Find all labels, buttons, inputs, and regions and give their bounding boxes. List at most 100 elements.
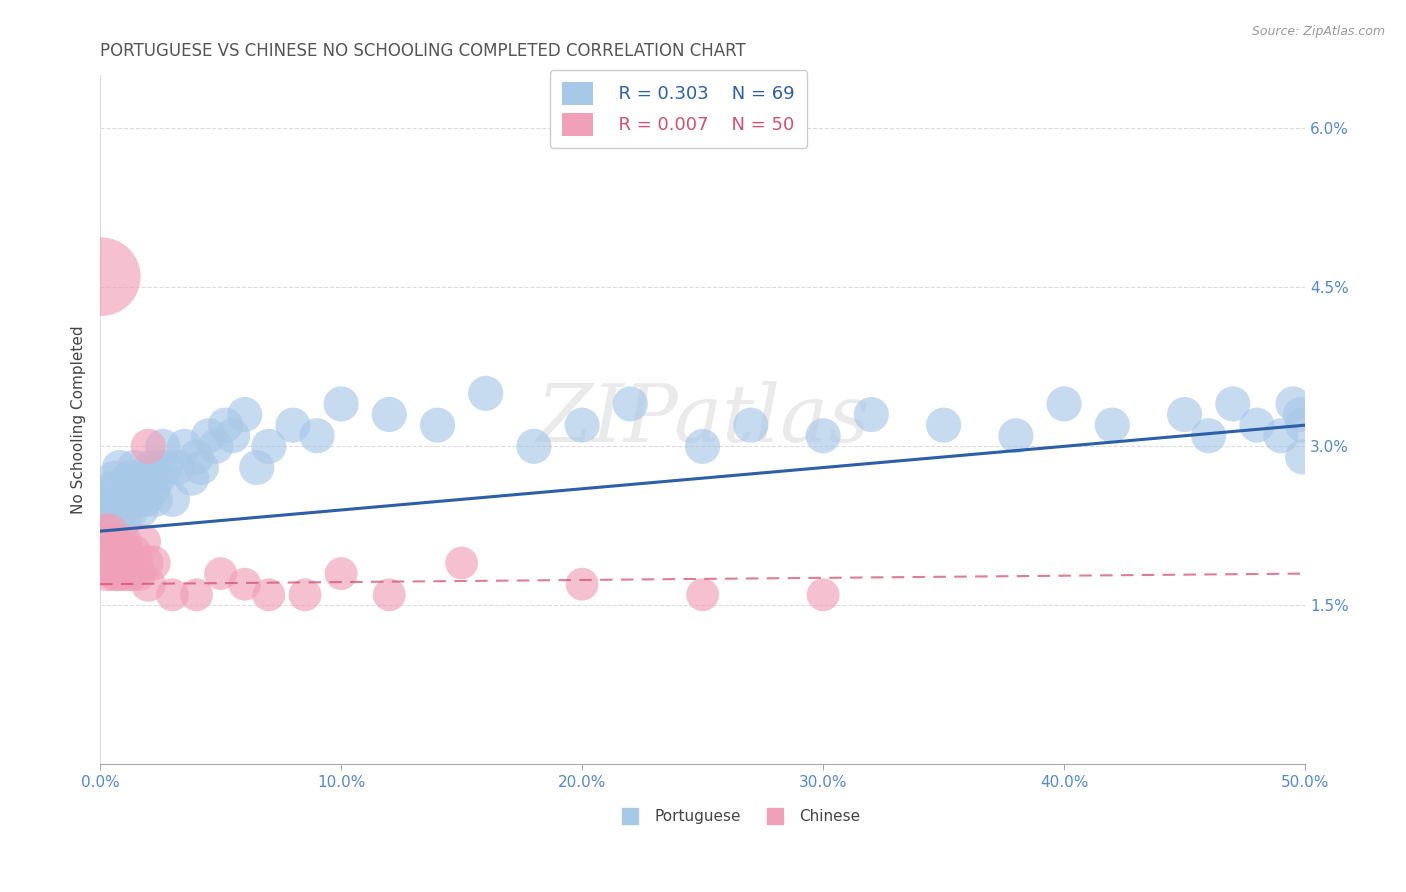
Point [932,418,955,433]
Point [94,556,117,570]
Point [378,408,401,422]
Point [1101,418,1123,433]
Point [197,428,219,442]
Point [294,588,316,602]
Point [1289,408,1312,422]
Point [209,566,232,581]
Point [246,460,269,475]
Point [186,588,208,602]
Point [120,566,142,581]
Point [115,545,138,559]
Point [122,545,145,559]
Point [115,492,138,507]
Point [281,418,304,433]
Point [96,514,118,528]
Point [136,577,159,591]
Point [98,524,121,538]
Point [142,482,165,496]
Point [103,545,125,559]
Point [214,418,236,433]
Point [149,460,172,475]
Point [811,588,834,602]
Point [180,471,202,485]
Point [105,534,128,549]
Point [122,460,145,475]
Point [91,556,114,570]
Point [811,428,834,442]
Point [98,556,121,570]
Point [105,556,128,570]
Point [111,545,134,559]
Point [98,482,121,496]
Point [257,439,280,453]
Point [118,556,141,570]
Point [112,556,135,570]
Point [101,545,124,559]
Point [112,482,135,496]
Point [1222,397,1244,411]
Point [105,566,128,581]
Point [571,418,593,433]
Y-axis label: No Schooling Completed: No Schooling Completed [72,326,86,514]
Point [98,545,121,559]
Point [146,471,169,485]
Legend:   R = 0.303    N = 69,   R = 0.007    N = 50: R = 0.303 N = 69, R = 0.007 N = 50 [550,70,807,148]
Point [111,566,134,581]
Point [139,460,162,475]
Point [1246,418,1268,433]
Text: Source: ZipAtlas.com: Source: ZipAtlas.com [1251,25,1385,38]
Point [125,556,148,570]
Text: Portuguese: Portuguese [654,809,741,823]
Point [426,418,449,433]
Point [108,545,131,559]
Point [305,428,328,442]
Point [135,492,157,507]
Point [1174,408,1197,422]
Point [153,460,176,475]
Point [1292,450,1315,464]
Point [330,566,353,581]
Point [96,566,118,581]
Point [103,566,125,581]
Point [190,460,212,475]
Point [257,588,280,602]
Point [330,397,353,411]
Point [103,471,125,485]
Point [136,471,159,485]
Point [378,588,401,602]
Point [135,556,157,570]
Point [523,439,546,453]
Point [571,577,593,591]
Point [96,534,118,549]
Point [128,566,150,581]
Point [204,439,226,453]
Point [1198,428,1220,442]
Point [132,482,155,496]
Point [1053,397,1076,411]
Point [91,534,114,549]
Point [125,482,148,496]
Point [90,269,112,284]
Point [1282,397,1305,411]
Point [233,577,256,591]
Text: PORTUGUESE VS CHINESE NO SCHOOLING COMPLETED CORRELATION CHART: PORTUGUESE VS CHINESE NO SCHOOLING COMPL… [100,42,745,60]
Point [105,492,128,507]
Point [128,471,150,485]
Point [111,503,134,517]
Point [129,503,152,517]
Point [101,556,124,570]
Point [108,556,131,570]
Point [145,492,167,507]
Point [132,534,155,549]
Point [101,503,124,517]
Text: Chinese: Chinese [799,809,860,823]
Point [474,386,496,401]
Point [103,482,125,496]
Point [162,492,184,507]
Point [233,408,256,422]
Point [136,439,159,453]
Point [142,556,165,570]
Point [112,534,135,549]
Text: ZIPatlas: ZIPatlas [536,381,869,458]
Point [152,439,174,453]
